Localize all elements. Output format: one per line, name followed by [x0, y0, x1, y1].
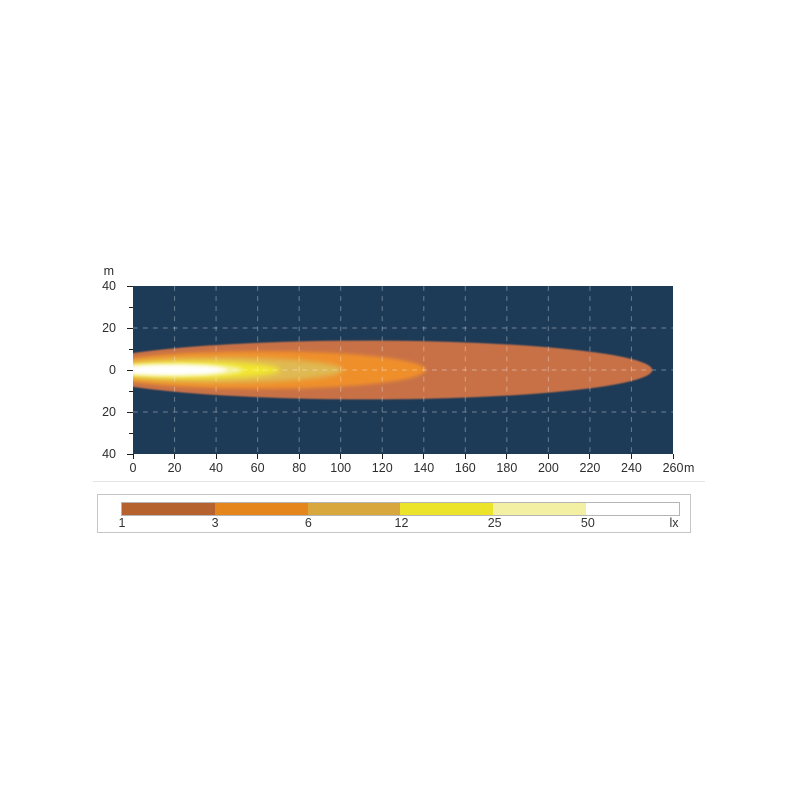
- chart-figure-bottom-edge: [93, 481, 705, 482]
- x-axis-tick: [174, 454, 176, 459]
- y-axis-tick: [127, 285, 133, 287]
- beam-svg: [133, 286, 673, 454]
- legend-segment-50lx: [586, 503, 679, 515]
- y-axis-tick-label: 20: [102, 321, 116, 335]
- legend-segment-6lx: [307, 503, 401, 515]
- y-axis-minor-tick: [129, 390, 133, 392]
- y-axis-tick: [127, 453, 133, 455]
- x-axis-tick-label: 20: [167, 461, 182, 475]
- x-axis-tick: [423, 454, 425, 459]
- x-axis-tick: [630, 454, 632, 459]
- legend-segment-1lx: [122, 503, 215, 515]
- y-axis-tick: [127, 327, 133, 329]
- x-axis-tick-label: 180: [496, 461, 518, 475]
- x-axis-tick: [215, 454, 217, 459]
- x-axis-tick-label: 160: [454, 461, 476, 475]
- x-axis-tick-label: 200: [537, 461, 559, 475]
- x-axis-tick-label: 220: [579, 461, 601, 475]
- x-axis-unit-label: m: [684, 461, 695, 475]
- isolux-contour-50lx: [133, 364, 227, 376]
- legend-value-label: 12: [394, 516, 409, 530]
- x-axis-tick-label: 80: [292, 461, 307, 475]
- y-axis-tick-label: 0: [109, 363, 116, 377]
- y-axis-tick-label: 40: [102, 279, 116, 293]
- y-axis-minor-tick: [129, 348, 133, 350]
- x-axis-tick: [506, 454, 508, 459]
- x-axis-tick-label: 260: [662, 461, 684, 475]
- x-axis-tick-label: 0: [129, 461, 137, 475]
- x-axis-tick: [547, 454, 549, 459]
- y-axis-minor-tick: [129, 306, 133, 308]
- legend-segment-3lx: [214, 503, 308, 515]
- legend-segment-25lx: [493, 503, 587, 515]
- legend-value-label: 50: [580, 516, 595, 530]
- x-axis-tick: [298, 454, 300, 459]
- y-axis-tick: [127, 369, 133, 371]
- legend-value-label: 3: [211, 516, 219, 530]
- legend-segment-12lx: [400, 503, 494, 515]
- y-axis-tick: [127, 411, 133, 413]
- y-axis-tick-label: 20: [102, 405, 116, 419]
- y-axis-unit-label: m: [103, 264, 114, 278]
- x-axis-tick: [464, 454, 466, 459]
- x-axis-tick-label: 60: [250, 461, 265, 475]
- legend-color-bar: [121, 502, 680, 516]
- x-axis-tick: [589, 454, 591, 459]
- x-axis-tick: [672, 454, 674, 459]
- legend-value-label: 6: [304, 516, 312, 530]
- legend-unit-label: lx: [669, 516, 679, 530]
- y-axis-minor-tick: [129, 432, 133, 434]
- x-axis-tick-label: 240: [621, 461, 642, 475]
- x-axis-tick: [381, 454, 383, 459]
- legend-value-label: 1: [118, 516, 126, 530]
- gridlines: [133, 286, 673, 454]
- y-axis-tick-label: 40: [102, 447, 116, 461]
- x-axis-tick: [132, 454, 134, 459]
- legend-value-label: 25: [487, 516, 502, 530]
- x-axis-tick-label: 120: [371, 461, 393, 475]
- x-axis-tick-label: 100: [330, 461, 352, 475]
- x-axis-tick-label: 140: [413, 461, 435, 475]
- x-axis-tick: [340, 454, 342, 459]
- legend-box: 1 3 6 12 25 50 lx: [97, 494, 691, 533]
- x-axis-tick-label: 40: [209, 461, 224, 475]
- x-axis-tick: [257, 454, 259, 459]
- plot-area: [133, 286, 673, 454]
